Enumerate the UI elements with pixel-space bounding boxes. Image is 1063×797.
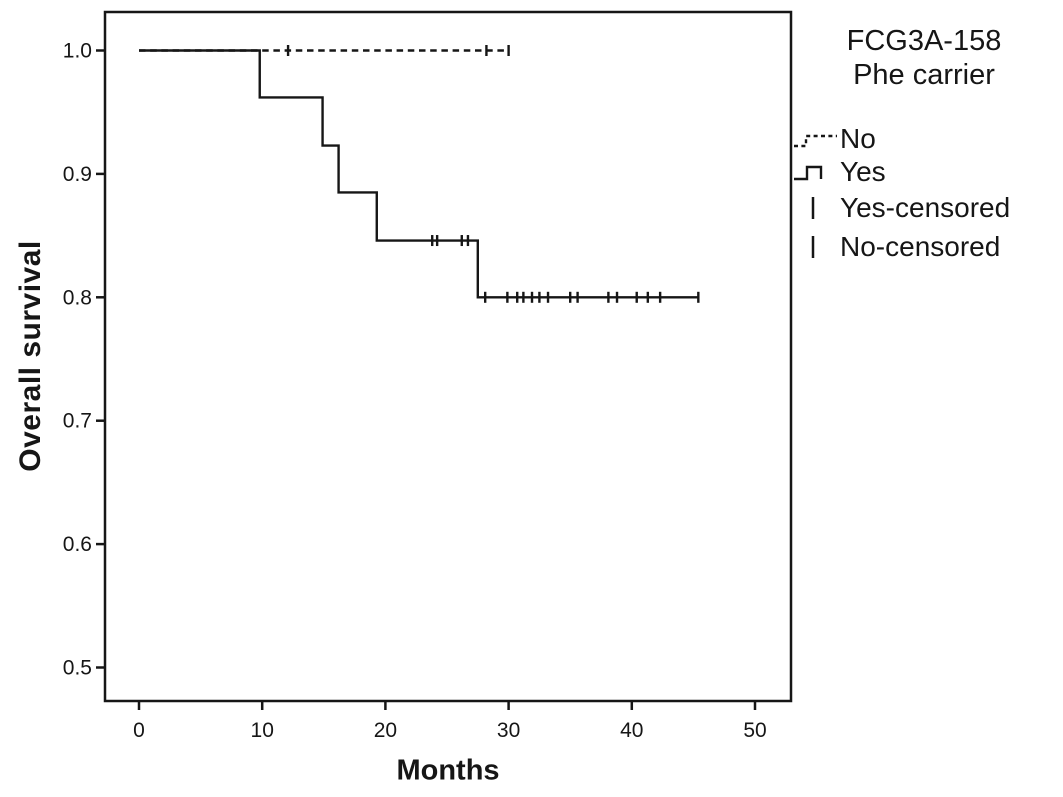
legend-title-line1: FCG3A-158 (846, 25, 1002, 57)
censor-tick-icon (793, 232, 840, 262)
y-tick-label: 1.0 (63, 40, 92, 63)
legend-item-yes: Yes (793, 155, 1055, 188)
legend-item-yes-censored: Yes-censored (793, 188, 1055, 227)
solid-step-line-icon (793, 158, 840, 186)
dashed-step-line-icon (793, 125, 840, 153)
y-tick-label: 0.6 (63, 533, 92, 556)
legend-items: No Yes Yes-censored (793, 122, 1055, 266)
y-tick-label: 0.8 (63, 286, 92, 309)
legend-label-yes-censored: Yes-censored (840, 191, 1011, 223)
legend-label-no: No (840, 122, 876, 154)
x-axis-title: Months (396, 754, 500, 787)
plot-border (103, 10, 793, 703)
x-tick-label: 0 (133, 719, 145, 742)
legend-item-no-censored: No-censored (793, 227, 1055, 266)
x-tick-label: 30 (497, 719, 520, 742)
legend-label-yes: Yes (840, 155, 886, 187)
legend-label-no-censored: No-censored (840, 230, 1001, 262)
x-tick-label: 50 (743, 719, 766, 742)
x-tick-label: 20 (374, 719, 397, 742)
x-tick-label: 40 (620, 719, 643, 742)
y-axis-title: Overall survival (14, 240, 47, 472)
censor-tick-icon (793, 193, 840, 223)
y-tick-label: 0.5 (63, 657, 92, 680)
x-tick-label: 10 (251, 719, 274, 742)
series-yes-line (139, 49, 699, 299)
legend-item-no: No (793, 122, 1055, 155)
legend: FCG3A-158 Phe carrier No Yes (793, 24, 1055, 266)
y-tick-label: 0.7 (63, 410, 92, 433)
legend-title-line2: Phe carrier (853, 59, 995, 91)
legend-title: FCG3A-158 Phe carrier (793, 24, 1055, 92)
y-tick-label: 0.9 (63, 163, 92, 186)
